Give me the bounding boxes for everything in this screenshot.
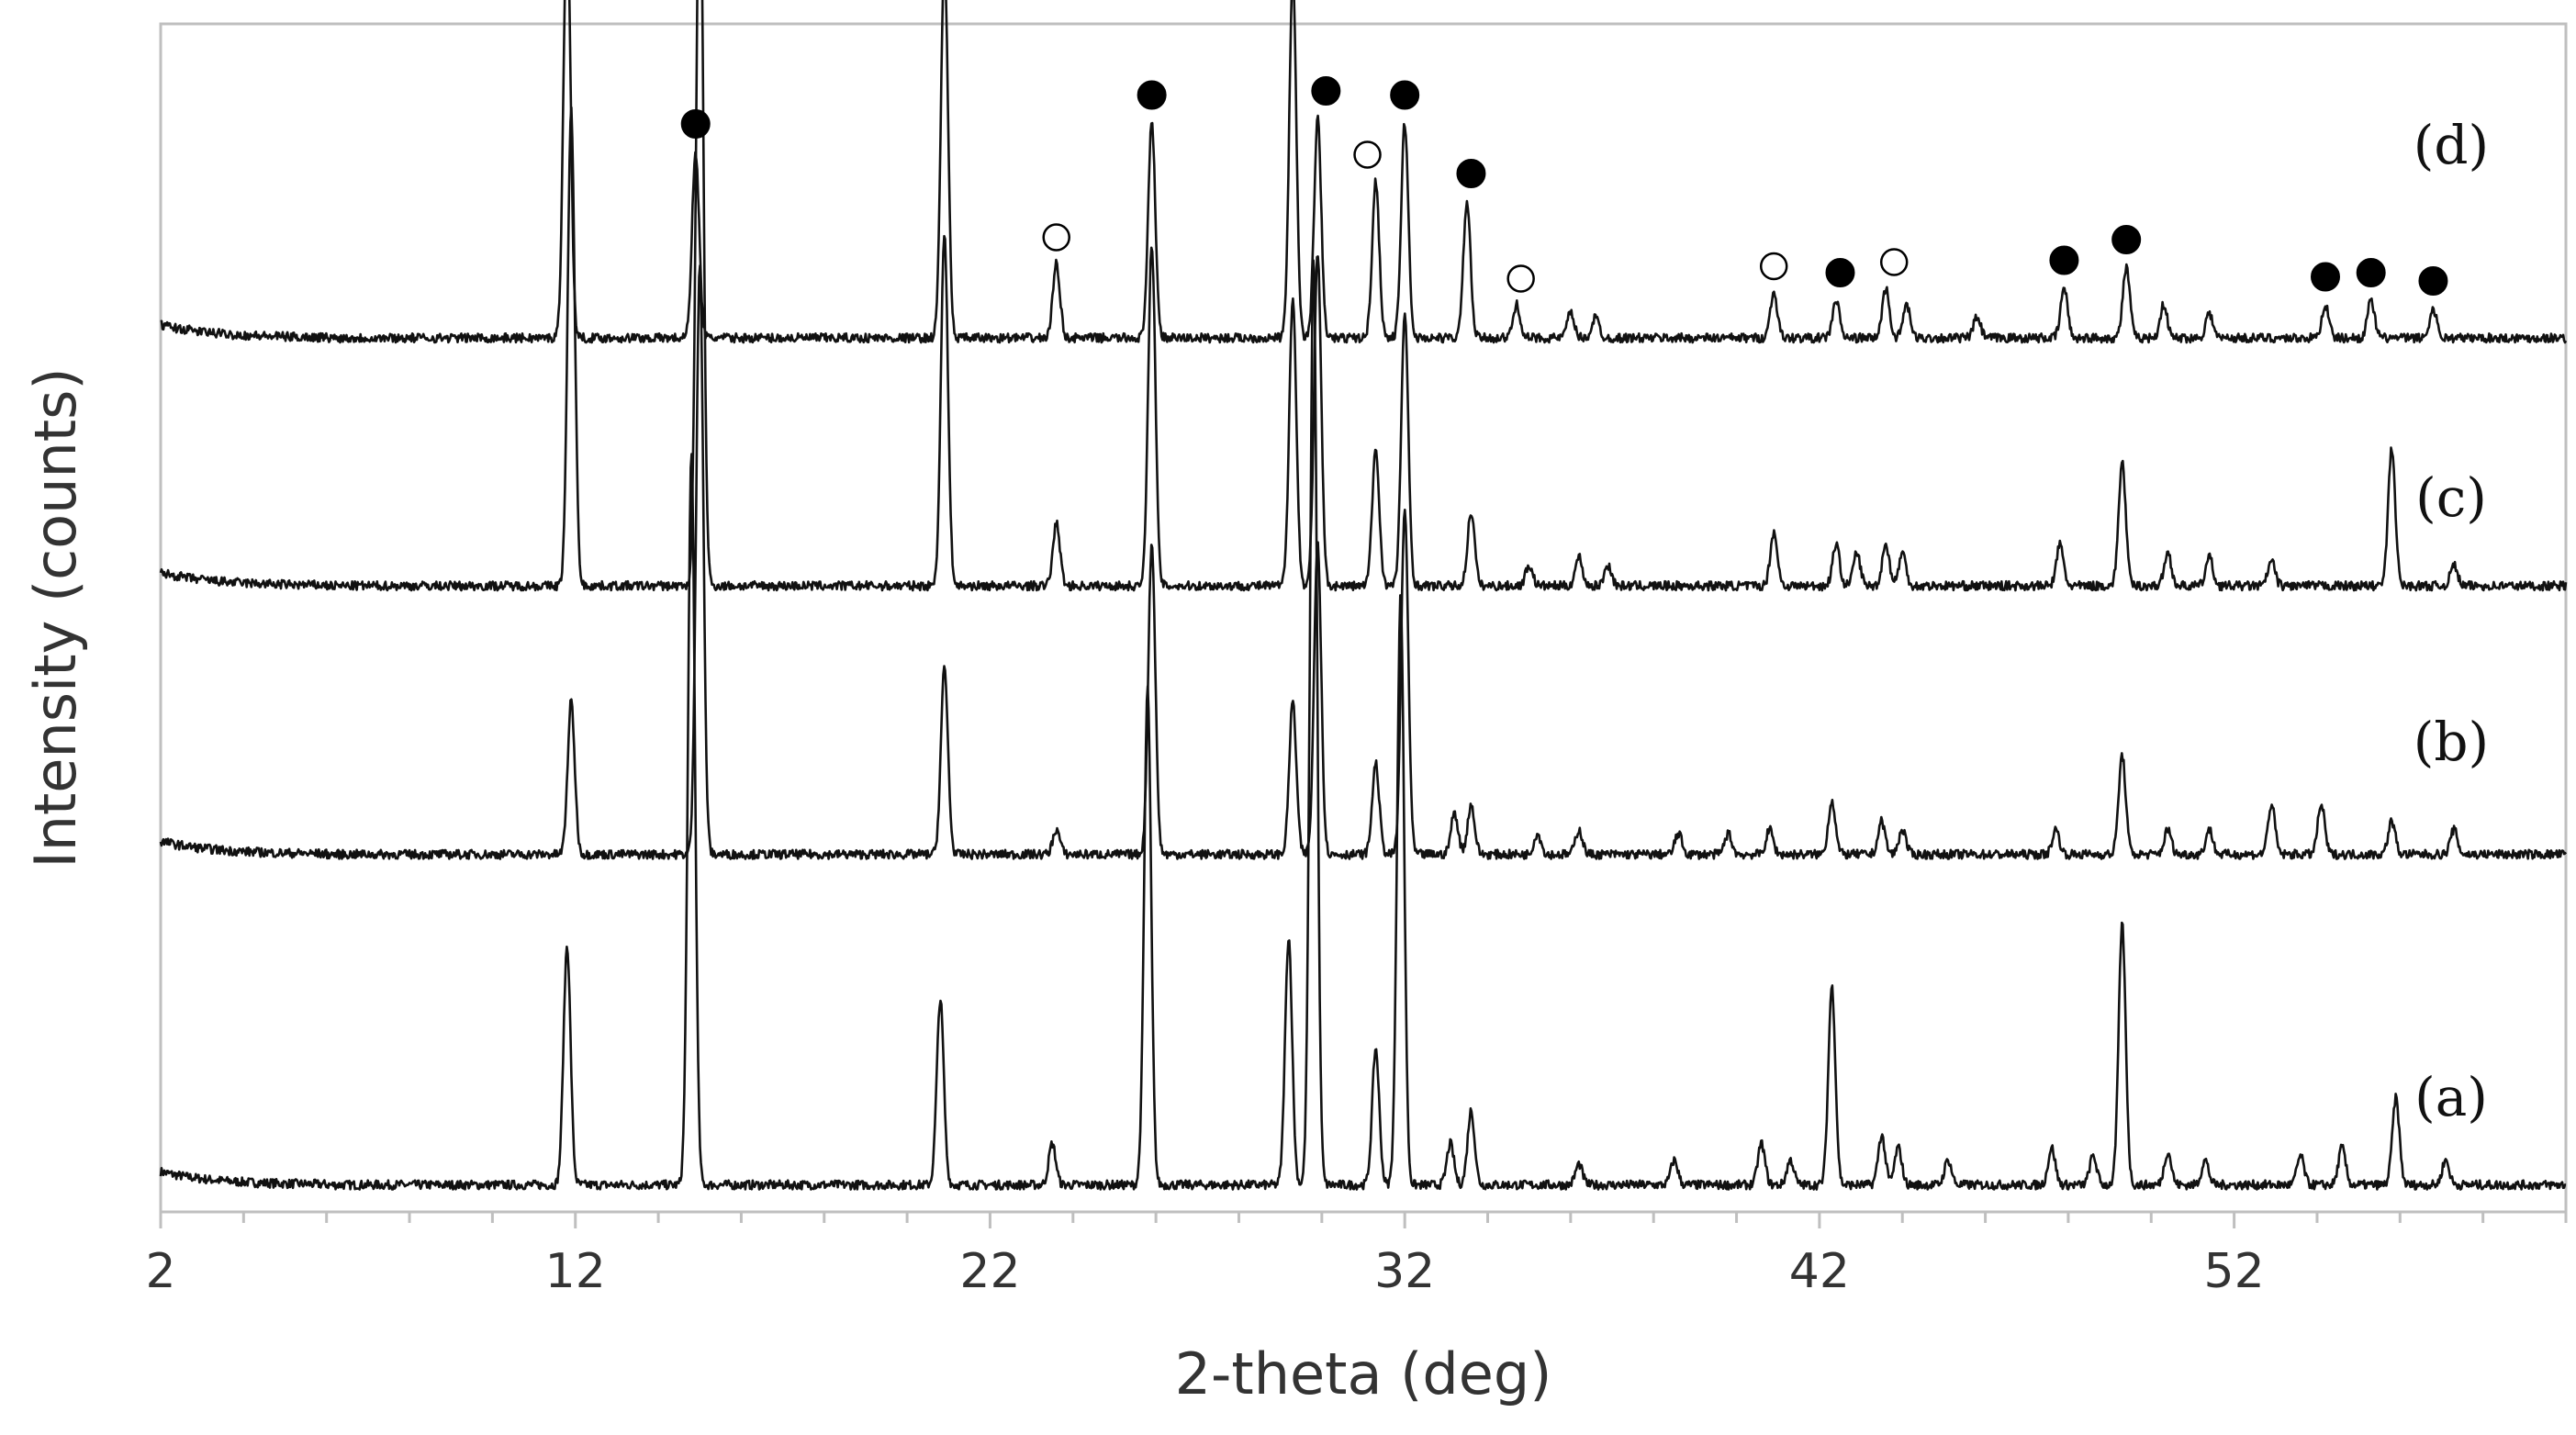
filled-circle-marker: [2111, 225, 2142, 254]
x-tick-label: 22: [959, 1244, 1020, 1299]
open-circle-marker: [1759, 252, 1788, 281]
plot-frame: [159, 22, 2568, 1214]
series-line-d: [160, 0, 2568, 344]
open-circle-marker: [1042, 223, 1070, 252]
series-label-d: (d): [2414, 114, 2489, 176]
filled-circle-marker: [2311, 262, 2340, 292]
series-label-a: (a): [2414, 1066, 2488, 1128]
x-tick-label: 32: [1374, 1244, 1435, 1299]
series-label-c: (c): [2415, 466, 2487, 529]
filled-circle-marker: [1825, 258, 1855, 287]
x-tick-label: 42: [1789, 1244, 1850, 1299]
open-circle-marker: [1353, 140, 1382, 169]
y-axis-title: Intensity (counts): [22, 367, 89, 868]
x-tick-label: 52: [2204, 1244, 2265, 1299]
filled-circle-marker: [2418, 266, 2448, 296]
series-label-b: (b): [2414, 711, 2489, 773]
series-line-b: [159, 264, 2568, 860]
filled-circle-marker: [1137, 80, 1167, 110]
series-labels: (a) (b) (c) (d): [2414, 114, 2489, 1128]
filled-circle-marker: [2049, 245, 2079, 275]
filled-circle-marker: [1456, 159, 1486, 188]
filled-circle-marker: [1390, 80, 1420, 110]
x-tick-label: 12: [545, 1244, 606, 1299]
series-line-a: [159, 259, 2567, 1191]
x-tick-label: 2: [145, 1244, 175, 1299]
x-axis: 2 12 22 32 42 52: [145, 1210, 2568, 1299]
filled-circle-marker: [1311, 76, 1341, 106]
filled-circle-marker: [680, 109, 711, 139]
traces: [159, 0, 2568, 1191]
phase-markers: [680, 76, 2448, 296]
filled-circle-marker: [2356, 258, 2386, 287]
open-circle-marker: [1506, 264, 1535, 293]
x-axis-title: 2-theta (deg): [1175, 1340, 1552, 1407]
open-circle-marker: [1879, 248, 1909, 276]
series-line-c: [159, 0, 2568, 592]
